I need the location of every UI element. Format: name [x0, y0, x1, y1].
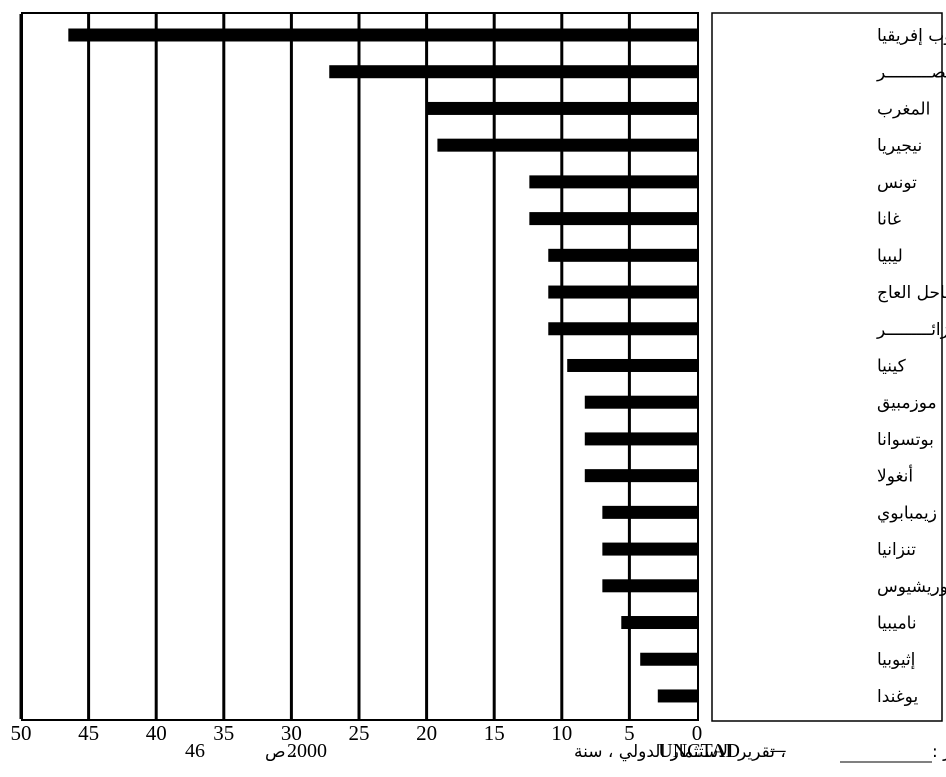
legend-frame: [711, 12, 943, 722]
source-page: 46: [185, 740, 205, 762]
category-label: كينيا: [877, 356, 907, 376]
category-label: جنوب إفريقيا: [877, 26, 946, 46]
bar: [602, 505, 697, 519]
bar: [548, 248, 697, 262]
category-label: موريشيوس: [877, 577, 946, 597]
bar: [640, 652, 697, 666]
bar: [529, 175, 697, 189]
bar: [68, 28, 697, 42]
bars: [68, 28, 697, 703]
category-label: نيجيريا: [877, 136, 922, 156]
bar: [567, 358, 697, 372]
x-tick-label: 35: [213, 721, 234, 745]
x-tick-label: 25: [349, 721, 370, 745]
bar: [329, 65, 697, 79]
bar: [621, 616, 697, 630]
category-labels: جنوب إفريقيا مصـــــــــر المغرب نيجيريا تون…: [876, 26, 946, 707]
bar: [426, 101, 697, 115]
bar: [584, 469, 697, 483]
bar: [602, 579, 697, 593]
x-tick-label: 45: [78, 721, 99, 745]
category-label: إثيوبيا: [877, 650, 915, 670]
category-label: موزمبيق: [877, 393, 937, 413]
category-label: زيمبابوي: [877, 503, 937, 523]
category-label: الجزائـــــــــر: [876, 320, 946, 340]
x-tick-label: 40: [146, 721, 167, 745]
bar: [584, 432, 697, 446]
category-label: أنغولا: [877, 465, 913, 487]
category-label: ليبيا: [877, 246, 903, 266]
category-label: ناميبيا: [877, 614, 917, 634]
category-label: تنزانيا: [877, 540, 916, 560]
x-tick-label: 50: [11, 721, 32, 745]
category-label: المغرب: [877, 99, 930, 119]
category-label: مصـــــــــر: [876, 63, 946, 83]
x-tick-label: 5: [624, 721, 635, 745]
x-tick-label: 0: [692, 721, 703, 745]
source-label: المصـــــدر :: [932, 742, 946, 762]
source-line: المصـــــدر : — UNCTAD ، تقرير الاستثمار…: [185, 740, 946, 763]
x-tick-label: 15: [484, 721, 505, 745]
bar: [548, 285, 697, 299]
bar: [584, 395, 697, 409]
x-tick-label: 30: [281, 721, 302, 745]
category-label: بوتسوانا: [877, 430, 934, 450]
bar: [548, 322, 697, 336]
bar: [437, 138, 697, 152]
category-label: تونس: [877, 173, 917, 193]
bar: [602, 542, 697, 556]
x-tick-label: 10: [551, 721, 572, 745]
source-page-label: ، ص: [265, 742, 296, 762]
source-year: 2000: [287, 740, 327, 762]
source-org: UNCTAD: [658, 740, 740, 762]
category-label: يوغندا: [877, 687, 918, 707]
category-label: غانا: [877, 210, 901, 230]
bar: [529, 212, 697, 226]
gridlines: [19, 14, 631, 719]
x-axis-ticks: 50 45 40 35 30 25 20 15 10 5 0: [11, 721, 703, 745]
source-text: ، تقرير الاستثمار الدولي ، سنة: [574, 742, 786, 762]
source-dash: —: [770, 741, 787, 761]
category-label: ساحل العاج: [877, 283, 946, 303]
x-tick-label: 20: [416, 721, 437, 745]
bar: [657, 689, 697, 703]
